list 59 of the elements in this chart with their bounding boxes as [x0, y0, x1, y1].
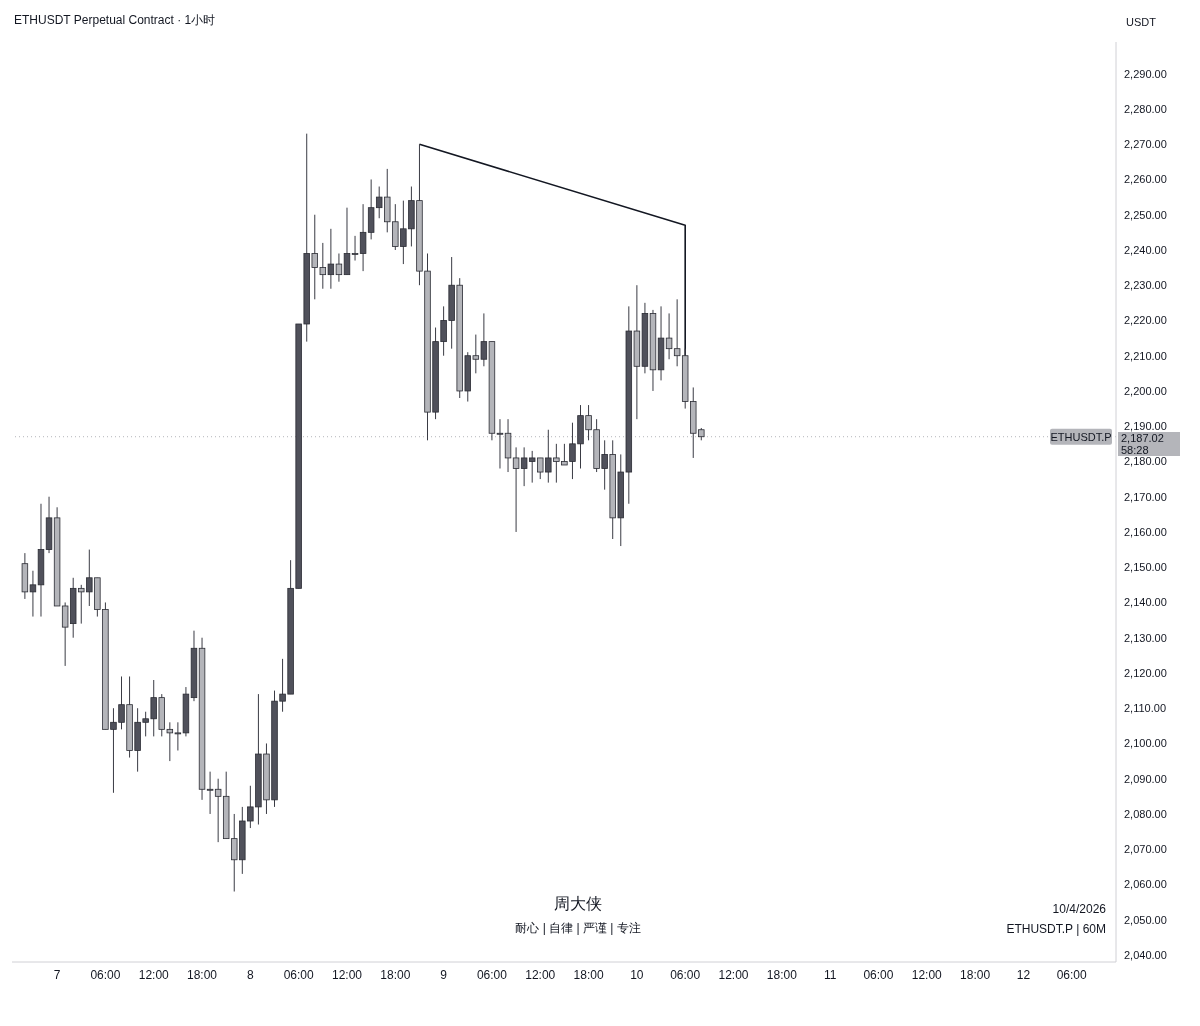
candlestick: [343, 207, 351, 276]
x-tick-label: 06:00: [283, 967, 315, 982]
x-tick-label: 18:00: [766, 967, 798, 982]
x-tick-label: 18:00: [960, 967, 991, 982]
y-tick-label: 2,080.00: [1124, 807, 1167, 820]
y-tick-label: 2,290.00: [1124, 67, 1167, 80]
x-tick-label: 18:00: [187, 967, 218, 982]
y-tick-label: 2,240.00: [1124, 243, 1167, 256]
x-tick-label: 12:00: [138, 967, 170, 982]
annotation: ETHUSDT.P | 60M: [1005, 922, 1106, 936]
y-tick-label: 2,060.00: [1124, 878, 1167, 891]
y-tick-label: 2,260.00: [1124, 173, 1167, 186]
x-tick-label: 10: [630, 967, 644, 982]
y-tick-label: 2,040.00: [1124, 948, 1167, 961]
x-tick-label: 9: [440, 967, 448, 982]
y-tick-label: 2,180.00: [1124, 455, 1167, 468]
y-tick-label: 2,090.00: [1124, 772, 1167, 785]
x-tick-label: 12:00: [331, 967, 363, 982]
x-tick-label: 18:00: [573, 967, 604, 982]
y-tick-label: 2,170.00: [1124, 490, 1167, 503]
y-tick-label: 2,220.00: [1124, 314, 1167, 327]
y-tick-label: 2,190.00: [1124, 420, 1167, 433]
y-tick-label: 2,100.00: [1124, 737, 1167, 750]
y-tick-label: 2,250.00: [1124, 208, 1167, 221]
y-tick-label: 2,130.00: [1124, 631, 1167, 644]
x-tick-label: 12:00: [525, 967, 556, 982]
x-tick-label: 06:00: [476, 967, 508, 982]
text: 2,187.02: [1121, 431, 1164, 444]
y-tick-label: 2,110.00: [1124, 702, 1167, 715]
y-tick-label: 2,070.00: [1124, 843, 1167, 856]
text: 58:28: [1121, 443, 1149, 456]
x-tick-label: 12:00: [911, 967, 943, 982]
x-tick-label: 18:00: [380, 967, 411, 982]
chart-title: ETHUSDT Perpetual Contract · 1小时: [14, 13, 216, 27]
x-tick-label: 06:00: [670, 967, 701, 982]
y-tick-label: 2,150.00: [1124, 561, 1167, 574]
y-tick-label: 2,050.00: [1124, 913, 1167, 926]
y-tick-label: 2,160.00: [1124, 525, 1167, 538]
y-axis-title: USDT: [1126, 16, 1156, 28]
y-tick-label: 2,280.00: [1124, 102, 1167, 115]
y-tick-label: 2,230.00: [1124, 279, 1167, 292]
x-tick-label: 11: [823, 967, 837, 982]
x-tick-label: 06:00: [1056, 967, 1088, 982]
x-tick-label: 06:00: [863, 967, 894, 982]
annotation: 耐心 | 自律 | 严谨 | 专注: [514, 920, 642, 937]
y-tick-label: 2,270.00: [1124, 138, 1167, 151]
ref-line-label: ETHUSDT.P: [1050, 430, 1112, 443]
y-tick-label: 2,210.00: [1124, 349, 1167, 362]
candlestick: [496, 418, 504, 470]
x-tick-label: 12:00: [718, 967, 749, 982]
x-tick-label: 06:00: [90, 967, 121, 982]
y-tick-label: 2,200.00: [1124, 384, 1167, 397]
x-tick-label: 7: [53, 967, 61, 982]
x-tick-label: 12: [1016, 967, 1031, 982]
annotation: 10/4/2026: [1051, 902, 1106, 916]
y-tick-label: 2,120.00: [1124, 666, 1167, 679]
annotation: 周大侠: [553, 894, 603, 914]
x-tick-label: 8: [247, 967, 255, 982]
y-tick-label: 2,140.00: [1124, 596, 1167, 609]
